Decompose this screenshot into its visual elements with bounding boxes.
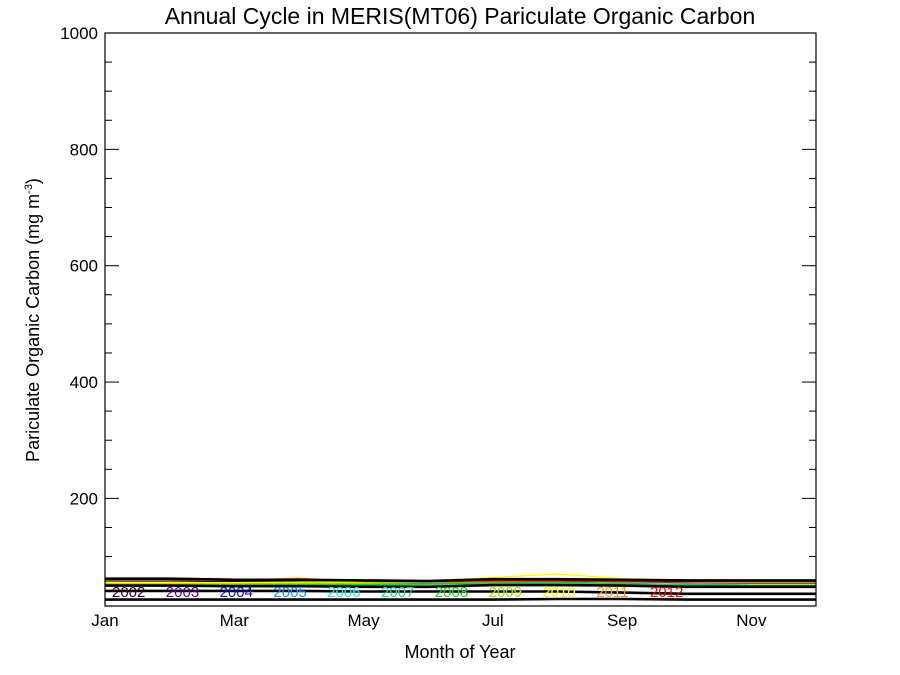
y-tick-label: 200 — [70, 489, 98, 508]
plot-frame — [104, 32, 817, 607]
year-label-2006: 2006 — [327, 584, 360, 601]
year-label-2005: 2005 — [273, 584, 306, 601]
year-label-2012: 2012 — [650, 584, 683, 601]
y-axis-label-close: ) — [23, 178, 43, 184]
year-label-2009: 2009 — [489, 584, 522, 601]
series-layer — [105, 573, 816, 601]
year-label-2002: 2002 — [112, 584, 145, 601]
year-label-2007: 2007 — [381, 584, 414, 601]
y-axis-label-sup: -3 — [23, 184, 35, 194]
chart-title: Annual Cycle in MERIS(MT06) Pariculate O… — [165, 3, 756, 29]
x-tick-label: Sep — [607, 611, 637, 630]
summary-line-4 — [105, 597, 816, 601]
y-axis-label-main: Pariculate Organic Carbon (mg m — [23, 194, 43, 462]
y-axis-label: Pariculate Organic Carbon (mg m-3) — [23, 178, 43, 462]
y-tick-label: 800 — [70, 140, 98, 159]
year-labels: 2002 2003 2004 2005 2006 2007 2008 2009 2010 2011… — [112, 584, 683, 601]
year-label-2003: 2003 — [166, 584, 199, 601]
year-label-2010: 2010 — [542, 584, 575, 601]
x-tick-label: Nov — [736, 611, 767, 630]
summary-line-1 — [105, 577, 816, 583]
y-tick-label: 600 — [70, 257, 98, 276]
year-label-2011: 2011 — [596, 584, 628, 601]
x-tick-label: Jan — [91, 611, 118, 630]
summary-line-3 — [105, 589, 816, 596]
axis-ticks: 200 400 600 800 1000 Jan Mar May Jul Sep Nov — [60, 24, 816, 630]
summary-line-2 — [105, 583, 816, 589]
y-tick-label: 1000 — [60, 24, 98, 43]
y-tick-label: 400 — [70, 373, 98, 392]
year-label-2004: 2004 — [220, 584, 253, 601]
x-tick-label: Mar — [220, 611, 250, 630]
x-tick-label: May — [347, 611, 380, 630]
year-label-2008: 2008 — [435, 584, 468, 601]
x-axis-label: Month of Year — [404, 642, 515, 662]
x-tick-label: Jul — [482, 611, 504, 630]
